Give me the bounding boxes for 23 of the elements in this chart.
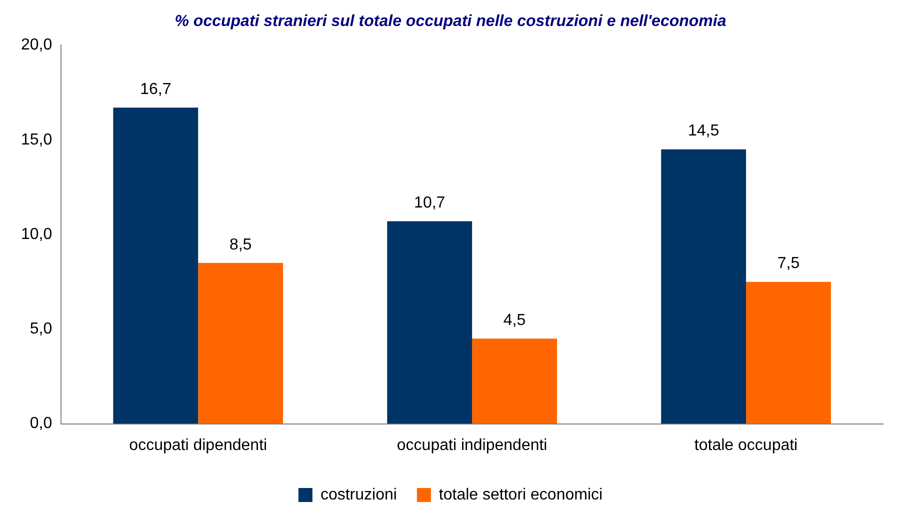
x-tick-label: occupati indipendenti (396, 436, 548, 454)
x-tick-label: occupati dipendenti (129, 436, 268, 454)
bar (198, 262, 284, 424)
data-label: 4,5 (503, 312, 526, 330)
data-label: 10,7 (414, 194, 446, 212)
data-label: 7,5 (777, 255, 800, 272)
data-label: 16,7 (140, 81, 172, 98)
bar (472, 338, 557, 424)
y-tick-label: 15,0 (21, 131, 52, 148)
bar (387, 221, 472, 424)
legend-label: totale settori economici (438, 486, 603, 504)
legend-label: costruzioni (320, 486, 397, 504)
y-tick-label: 5,0 (30, 320, 52, 338)
y-tick-label: 0,0 (30, 415, 52, 432)
bar (746, 282, 831, 424)
data-label: 14,5 (688, 122, 720, 140)
bar (113, 108, 198, 424)
x-tick-label: totale occupati (694, 436, 798, 454)
y-tick-label: 10,0 (21, 226, 52, 243)
chart-title: % occupati stranieri sul totale occupati nelle costruzioni e nell'economia (174, 13, 726, 30)
bar (661, 149, 746, 424)
y-tick-label: 20,0 (21, 36, 52, 54)
data-label: 8,5 (229, 236, 252, 254)
